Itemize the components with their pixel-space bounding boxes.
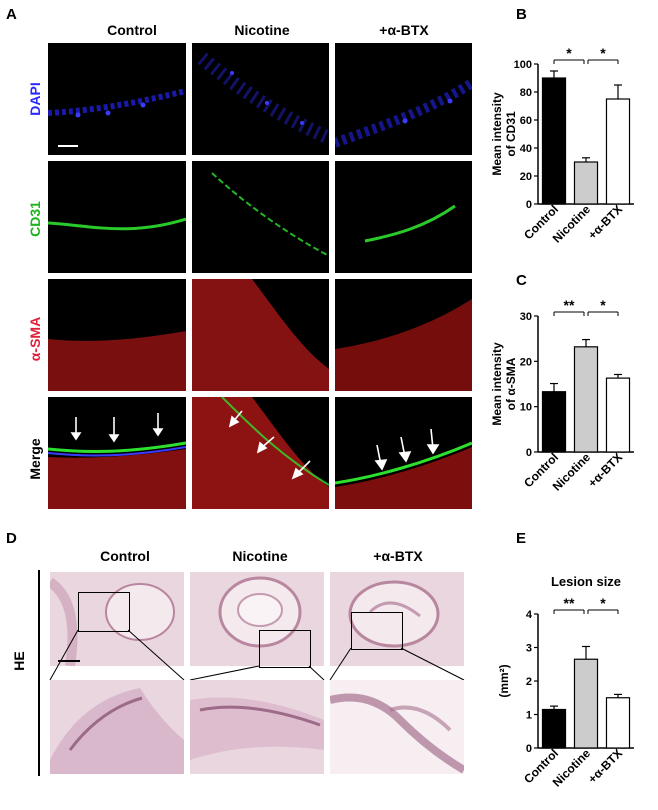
y-axis-label: Mean intensityof α-SMA	[490, 342, 518, 426]
y-tick-label: 60	[520, 115, 532, 127]
he-btx-overview	[330, 572, 464, 666]
sig-label: *	[566, 45, 572, 61]
panel-a-label: A	[6, 6, 17, 23]
y-tick-label: 0	[526, 447, 532, 459]
he-nicotine-overview	[190, 572, 324, 666]
y-axis-label: (mm²)	[497, 664, 511, 697]
sig-label: *	[600, 297, 606, 313]
y-tick-label: 2	[526, 676, 532, 688]
he-nicotine-zoom-box	[259, 630, 311, 668]
micrograph-sma-nicotine	[192, 279, 329, 391]
bar-2	[605, 697, 631, 749]
category-label: +α-BTX	[585, 746, 625, 786]
y-tick-label: 30	[520, 311, 532, 323]
panel-d-bracket	[38, 570, 40, 776]
scale-bar-a	[58, 145, 78, 147]
panel-d-label: D	[6, 530, 17, 547]
micrograph-cd31-btx	[335, 161, 472, 273]
micrograph-cd31-control	[48, 161, 186, 273]
y-tick-label: 40	[520, 143, 532, 155]
panel-d-col-nicotine: Nicotine	[232, 548, 288, 564]
micrograph-sma-btx	[335, 279, 472, 391]
y-tick-label: 80	[520, 87, 532, 99]
micrograph-sma-control	[48, 279, 186, 391]
panel-a-col-control: Control	[107, 22, 157, 38]
panel-d-col-btx: +α-BTX	[373, 548, 423, 564]
he-control-overview	[50, 572, 184, 666]
panel-a-col-nicotine: Nicotine	[234, 22, 290, 38]
y-tick-label: 0	[526, 743, 532, 755]
he-btx-zoom	[330, 680, 464, 774]
y-axis-label: Mean intensityof CD31	[490, 92, 518, 176]
panel-e-label: E	[516, 530, 527, 547]
y-tick-label: 100	[514, 59, 532, 71]
sig-label: *	[600, 45, 606, 61]
he-nicotine-zoom	[190, 680, 324, 774]
sig-label: *	[600, 595, 606, 611]
panel-c-label: C	[516, 272, 527, 289]
panel-a-col-btx: +α-BTX	[379, 22, 429, 38]
micrograph-dapi-btx	[335, 43, 472, 155]
chart-title: Lesion size	[551, 574, 621, 589]
micrograph-merge-control	[48, 397, 186, 509]
y-tick-label: 4	[526, 609, 533, 621]
he-btx-zoom-box	[351, 612, 403, 650]
y-tick-label: 1	[526, 710, 532, 722]
y-tick-label: 0	[526, 199, 532, 211]
bar-0	[541, 708, 567, 749]
panel-b-label: B	[516, 6, 527, 23]
bar-1	[573, 658, 599, 749]
micrograph-merge-btx	[335, 397, 472, 509]
micrograph-dapi-nicotine	[192, 43, 329, 155]
chart-lesion: Lesion size(mm²)01234ControlNicotine+α-B…	[497, 574, 634, 790]
y-tick-label: 20	[520, 356, 532, 368]
he-control-zoom	[50, 680, 184, 774]
sig-label: **	[564, 595, 575, 611]
micrograph-merge-nicotine	[192, 397, 329, 509]
chart-sma: Mean intensityof α-SMA0102030ControlNico…	[490, 297, 634, 494]
y-tick-label: 10	[520, 402, 532, 414]
he-control-zoom-box	[78, 592, 130, 632]
panel-d-col-control: Control	[100, 548, 150, 564]
y-tick-label: 20	[520, 171, 532, 183]
scale-bar-d	[58, 660, 80, 662]
micrograph-dapi-control	[48, 43, 186, 155]
micrograph-cd31-nicotine	[192, 161, 329, 273]
chart-cd31: Mean intensityof CD31020406080100Control…	[490, 45, 634, 246]
y-tick-label: 3	[526, 643, 532, 655]
sig-label: **	[564, 297, 575, 313]
